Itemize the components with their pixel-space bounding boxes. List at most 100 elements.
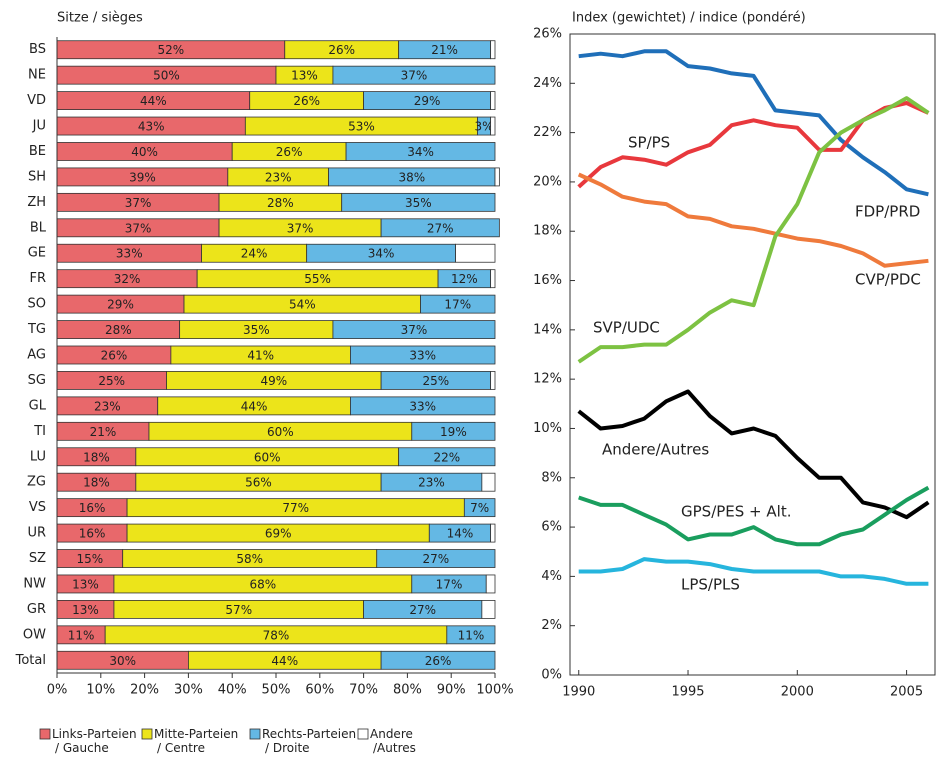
bar-segment [380,650,496,670]
legend-swatch [39,728,51,740]
x-tick-label: 1995 [671,685,704,700]
data-label: 50% [153,69,180,83]
data-label: 27% [423,552,450,566]
data-label: 44% [241,399,268,413]
data-label: 13% [72,577,99,591]
data-label: 37% [125,196,152,210]
bar-segment [481,472,496,492]
data-label: 55% [304,272,331,286]
data-label: 37% [287,221,314,235]
y-tick-label: NW [23,576,46,591]
x-tick-label: 1990 [562,685,595,700]
data-label: 13% [291,69,318,83]
series-label: SVP/UDC [593,319,660,337]
data-label: 11% [458,628,485,642]
bar-segment [490,269,496,289]
series-label: LPS/PLS [681,576,740,594]
y-tick-label: ZH [27,195,46,210]
bar-segment [490,371,496,390]
data-label: 13% [72,603,99,617]
data-label: 34% [368,247,395,261]
line-series [578,557,929,586]
data-label: 25% [98,374,125,388]
x-tick-label: 30% [174,683,203,698]
bar-segment [332,320,496,339]
bar-segment [350,396,496,416]
y-tick-label: 18% [533,224,562,239]
data-label: 40% [131,145,158,159]
y-tick-label: BS [29,42,46,57]
data-label: 41% [247,349,274,363]
data-label: 29% [107,298,134,312]
y-tick-label: 6% [541,520,562,535]
y-tick-label: ZG [27,475,46,490]
data-label: 17% [444,298,471,312]
data-label: 27% [427,221,454,235]
y-tick-label: 8% [541,470,562,485]
data-label: 27% [409,603,436,617]
bar-segment [494,167,500,187]
data-label: 44% [271,654,298,668]
bar-segment [446,625,496,645]
data-label: 56% [245,476,272,490]
data-label: 16% [79,527,106,541]
y-tick-label: SO [28,297,46,312]
data-label: 60% [254,450,281,464]
legend-line: / Droite [265,741,310,755]
data-label: 33% [409,349,436,363]
y-tick-label: FR [29,271,46,286]
data-label: 11% [68,628,95,642]
legend-line: Rechts-Parteien [262,727,356,741]
legend-label: Rechts-Parteien / Droite [262,727,356,755]
legend-line: /Autres [373,741,416,755]
legend-label: Mitte-Parteien / Centre [154,727,238,755]
legend-line: Mitte-Parteien [154,727,238,741]
legend-swatch [141,728,153,740]
x-tick-label: 40% [218,683,247,698]
data-label: 18% [83,476,110,490]
data-label: 23% [265,170,292,184]
y-tick-label: AG [27,348,46,363]
data-label: 37% [401,323,428,337]
bar-segment [481,600,496,619]
data-label: 33% [409,399,436,413]
bar-segment [485,574,496,594]
data-label: 21% [90,425,117,439]
data-label: 28% [267,196,294,210]
x-tick-label: 50% [262,683,291,698]
legend-line: / Centre [157,741,205,755]
series-label: CVP/PDC [855,271,921,289]
data-label: 39% [129,170,156,184]
data-label: 23% [94,399,121,413]
x-tick-label: 70% [349,683,378,698]
data-label: 49% [260,374,287,388]
data-label: 44% [140,94,167,108]
y-tick-label: UR [27,526,46,541]
y-tick-label: 0% [541,668,562,683]
data-label: 25% [423,374,450,388]
y-tick-label: 2% [541,618,562,633]
data-label: 37% [401,69,428,83]
bar-segment [332,65,496,85]
data-label: 34% [407,145,434,159]
data-label: 26% [293,94,320,108]
bar-segment [350,345,496,365]
y-tick-label: VD [27,93,46,108]
data-label: 32% [114,272,141,286]
y-tick-label: TG [27,322,46,337]
data-label: 21% [431,43,458,57]
y-tick-label: VS [29,500,46,515]
data-label: 14% [447,527,474,541]
bar-segment [420,294,496,314]
data-label: 68% [250,577,277,591]
data-label: 24% [241,247,268,261]
data-label: 37% [125,221,152,235]
bar-segment [490,91,496,110]
data-label: 3% [475,120,494,134]
legend-line: / Gauche [55,741,109,755]
data-label: 22% [433,450,460,464]
data-label: 69% [265,527,292,541]
bar-segment [490,40,496,60]
legend-swatch [357,728,369,740]
